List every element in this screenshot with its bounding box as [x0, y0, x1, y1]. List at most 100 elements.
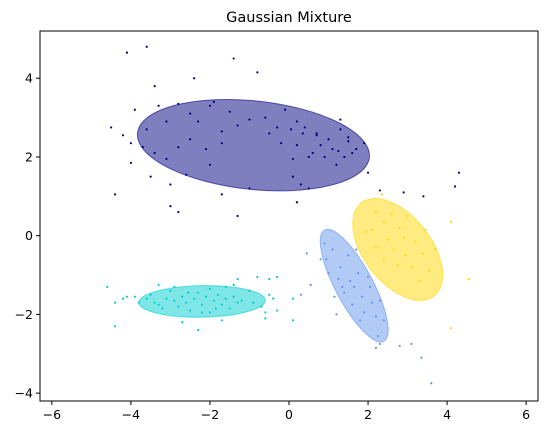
data-point [382, 220, 385, 224]
data-point [272, 297, 275, 300]
data-point [165, 120, 168, 123]
data-point [335, 163, 338, 166]
data-point [303, 126, 306, 129]
data-point [169, 205, 172, 208]
data-point [264, 116, 267, 119]
data-point [232, 283, 235, 286]
data-point [157, 283, 160, 286]
data-point [196, 120, 200, 123]
data-point [153, 151, 156, 155]
data-point [196, 291, 200, 294]
data-point [204, 295, 208, 298]
scatter-points [106, 45, 470, 385]
data-point [339, 128, 342, 131]
data-point [376, 334, 380, 338]
data-point [343, 155, 346, 159]
data-point [307, 187, 310, 190]
component-ellipse-3 [352, 198, 444, 301]
data-point [113, 193, 117, 196]
data-point [315, 134, 318, 137]
data-point [453, 185, 457, 188]
data-point [295, 144, 299, 147]
data-point [268, 277, 271, 281]
data-point [177, 210, 180, 214]
data-point [361, 295, 364, 298]
data-point [370, 301, 374, 304]
data-point [260, 305, 263, 308]
component-ellipse-2 [319, 228, 389, 343]
data-point [351, 303, 354, 306]
data-point [319, 258, 322, 261]
data-point [220, 193, 223, 196]
data-point [347, 136, 350, 139]
data-point [212, 100, 216, 103]
x-axis: −6 −4 −2 0 2 4 6 [43, 401, 530, 422]
data-point [181, 321, 184, 324]
data-point [374, 315, 378, 318]
data-point [196, 329, 200, 332]
data-point [157, 303, 160, 306]
data-point [349, 279, 352, 283]
data-point [325, 258, 328, 261]
data-point [331, 147, 334, 151]
data-point [299, 183, 302, 186]
data-point [353, 285, 356, 288]
data-point [355, 248, 358, 251]
data-point [125, 295, 129, 298]
data-point [422, 252, 425, 255]
data-point [410, 266, 413, 269]
data-point [185, 301, 188, 304]
data-point [189, 309, 192, 312]
data-point [449, 220, 453, 224]
data-point [410, 342, 413, 346]
y-tick-label: 0 [25, 228, 33, 243]
x-tick-label: −6 [43, 407, 61, 422]
data-point [323, 155, 326, 159]
data-point [268, 293, 271, 296]
data-point [291, 175, 295, 178]
data-point [299, 293, 302, 296]
data-point [208, 287, 212, 290]
data-point [333, 295, 336, 298]
data-point [378, 342, 382, 346]
data-point [177, 146, 180, 149]
data-point [390, 212, 393, 216]
data-point [185, 173, 188, 176]
data-point [374, 246, 378, 249]
data-point [359, 319, 362, 322]
data-point [382, 319, 385, 322]
x-tick-label: 6 [522, 407, 530, 422]
data-point [228, 307, 231, 310]
data-point [449, 327, 453, 330]
data-point [149, 175, 152, 178]
data-point [434, 248, 437, 251]
data-point [380, 193, 383, 196]
data-point [220, 142, 223, 145]
data-point [276, 309, 279, 312]
data-point [165, 297, 168, 300]
data-point [418, 279, 421, 283]
data-point [289, 128, 293, 131]
data-point [121, 134, 125, 137]
data-point [341, 285, 344, 288]
data-point [248, 289, 251, 292]
data-point [106, 285, 109, 288]
data-point [420, 356, 423, 359]
data-point [404, 254, 407, 257]
x-tick-label: −2 [201, 407, 219, 422]
y-tick-label: −4 [15, 386, 33, 401]
data-point [402, 191, 405, 194]
data-point [309, 283, 312, 286]
data-point [331, 248, 334, 251]
data-point [181, 295, 184, 298]
data-point [173, 285, 176, 288]
data-point [216, 293, 219, 296]
data-point [406, 214, 409, 218]
data-point [256, 71, 259, 74]
data-point [224, 285, 227, 288]
data-point [200, 303, 204, 306]
data-point [347, 254, 350, 257]
data-point [141, 146, 144, 149]
data-point [291, 319, 295, 322]
